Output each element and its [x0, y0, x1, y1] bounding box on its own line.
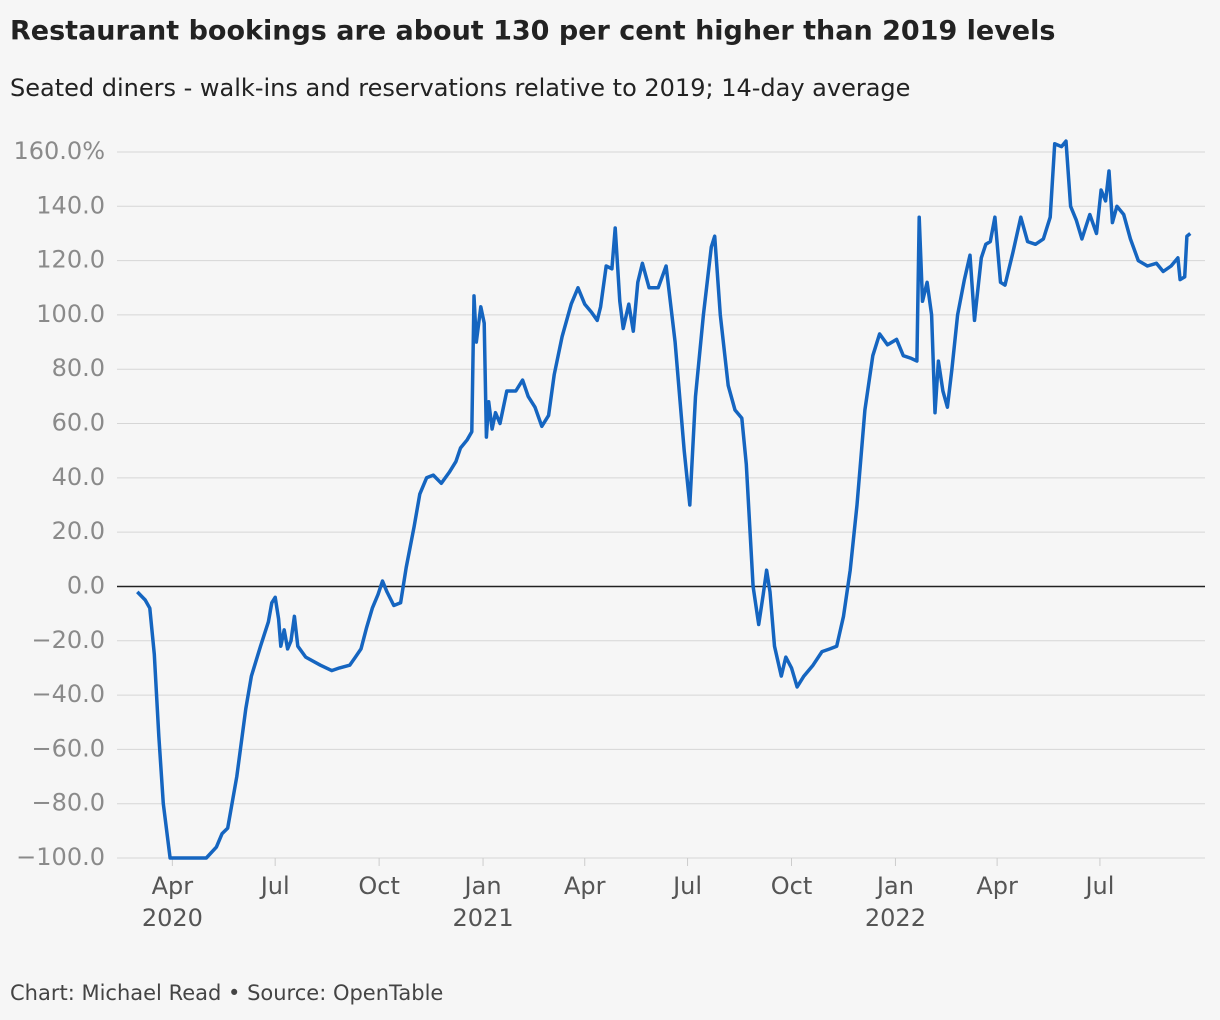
y-tick-label: 0.0: [67, 571, 105, 599]
chart-footer: Chart: Michael Read • Source: OpenTable: [10, 981, 443, 1005]
y-tick-label: −60.0: [31, 734, 105, 762]
y-tick-label: 140.0: [36, 191, 105, 219]
y-tick-label: −20.0: [31, 626, 105, 654]
y-tick-label: 80.0: [52, 354, 105, 382]
y-tick-label: 60.0: [52, 409, 105, 437]
x-year-label: 2021: [453, 904, 514, 932]
x-tick-label: Apr: [564, 872, 606, 900]
y-tick-label: −100.0: [16, 843, 105, 871]
x-tick-label: Jan: [875, 872, 914, 900]
x-tick-label: Jul: [671, 872, 702, 900]
y-tick-label: 160.0%: [13, 137, 105, 165]
y-tick-label: 40.0: [52, 463, 105, 491]
x-tick-label: Oct: [358, 872, 400, 900]
x-year-label: 2020: [142, 904, 203, 932]
x-tick-label: Jul: [259, 872, 290, 900]
x-tick-label: Apr: [976, 872, 1018, 900]
line: [136, 139, 1192, 860]
chart-subtitle: Seated diners - walk-ins and reservation…: [10, 74, 910, 102]
y-tick-label: 20.0: [52, 517, 105, 545]
x-tick-label: Apr: [152, 872, 194, 900]
y-tick-label: −40.0: [31, 680, 105, 708]
y-tick-label: 100.0: [36, 300, 105, 328]
y-tick-label: −80.0: [31, 789, 105, 817]
x-tick-label: Jan: [463, 872, 502, 900]
y-tick-label: 120.0: [36, 246, 105, 274]
x-tick-label: Oct: [771, 872, 813, 900]
x-year-label: 2022: [865, 904, 926, 932]
x-tick-label: Jul: [1083, 872, 1114, 900]
chart-title: Restaurant bookings are about 130 per ce…: [10, 16, 1055, 47]
